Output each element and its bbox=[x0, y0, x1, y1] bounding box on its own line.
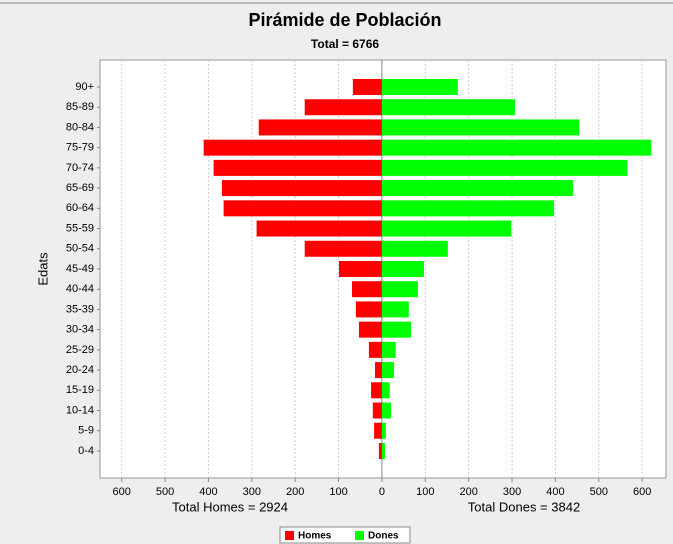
bar bbox=[381, 139, 652, 156]
bar bbox=[381, 281, 418, 298]
x-axis-label: Total Dones = 3842 bbox=[468, 499, 580, 514]
bar bbox=[374, 362, 382, 379]
x-tick-label: 200 bbox=[286, 486, 304, 498]
x-tick-label: 600 bbox=[633, 486, 651, 498]
bar bbox=[378, 442, 382, 459]
bar bbox=[381, 119, 580, 136]
y-tick-label: 55-59 bbox=[66, 222, 94, 234]
bar bbox=[381, 200, 555, 217]
bar bbox=[223, 200, 382, 217]
bar bbox=[304, 99, 382, 116]
bar bbox=[381, 362, 395, 379]
bar bbox=[368, 341, 382, 358]
bar bbox=[374, 422, 382, 439]
y-tick-label: 60-64 bbox=[66, 202, 94, 214]
bar bbox=[381, 159, 628, 176]
bar bbox=[381, 240, 448, 257]
bar bbox=[352, 79, 382, 95]
y-tick-label: 75-79 bbox=[66, 142, 94, 154]
bar bbox=[381, 341, 396, 358]
bar bbox=[258, 119, 382, 136]
bar bbox=[358, 321, 382, 338]
y-tick-label: 30-34 bbox=[66, 324, 94, 336]
chart-subtitle: Total = 6766 bbox=[311, 37, 379, 51]
bar bbox=[221, 180, 382, 197]
bar bbox=[381, 260, 424, 277]
legend-box bbox=[279, 526, 411, 544]
legend-label: Homes bbox=[298, 531, 332, 542]
y-tick-label: 70-74 bbox=[66, 162, 94, 174]
bar bbox=[371, 382, 382, 399]
x-tick-label: 300 bbox=[503, 486, 521, 498]
bar bbox=[381, 402, 392, 419]
y-tick-label: 15-19 bbox=[66, 384, 94, 396]
y-tick-label: 85-89 bbox=[66, 101, 94, 113]
y-tick-label: 5-9 bbox=[78, 425, 94, 437]
bar bbox=[381, 301, 409, 318]
y-tick-label: 90+ bbox=[75, 81, 94, 93]
y-tick-label: 25-29 bbox=[66, 344, 94, 356]
bar bbox=[351, 281, 382, 298]
bar bbox=[381, 422, 386, 439]
x-axis-label: Total Homes = 2924 bbox=[172, 499, 288, 514]
y-tick-label: 80-84 bbox=[66, 121, 94, 133]
bar bbox=[304, 240, 382, 257]
x-tick-label: 400 bbox=[546, 486, 564, 498]
y-tick-label: 0-4 bbox=[78, 445, 94, 457]
chart-title: Pirámide de Población bbox=[248, 10, 441, 30]
legend-swatch bbox=[355, 531, 364, 540]
y-tick-label: 45-49 bbox=[66, 263, 94, 275]
bar bbox=[256, 220, 382, 237]
legend-label: Dones bbox=[368, 531, 399, 542]
bar bbox=[381, 99, 516, 116]
bar bbox=[381, 382, 390, 399]
x-tick-label: 400 bbox=[199, 486, 217, 498]
bar bbox=[381, 79, 458, 95]
y-tick-label: 65-69 bbox=[66, 182, 94, 194]
bar bbox=[381, 321, 411, 338]
bar bbox=[381, 180, 574, 197]
x-tick-label: 500 bbox=[156, 486, 174, 498]
bar bbox=[381, 220, 512, 237]
x-tick-label: 500 bbox=[590, 486, 608, 498]
x-tick-label: 100 bbox=[329, 486, 347, 498]
bar bbox=[338, 260, 382, 277]
x-tick-label: 100 bbox=[416, 486, 434, 498]
x-tick-label: 200 bbox=[459, 486, 477, 498]
bar bbox=[213, 159, 382, 176]
x-tick-label: 300 bbox=[243, 486, 261, 498]
legend-swatch bbox=[285, 531, 294, 540]
y-tick-label: 50-54 bbox=[66, 243, 94, 255]
y-tick-label: 20-24 bbox=[66, 364, 94, 376]
y-axis-label: Edats bbox=[35, 252, 50, 286]
x-tick-label: 0 bbox=[379, 486, 385, 498]
bar bbox=[372, 402, 382, 419]
y-tick-label: 10-14 bbox=[66, 404, 94, 416]
y-tick-label: 35-39 bbox=[66, 303, 94, 315]
bar bbox=[203, 139, 382, 156]
x-tick-label: 600 bbox=[113, 486, 131, 498]
y-tick-label: 40-44 bbox=[66, 283, 94, 295]
bar bbox=[355, 301, 382, 318]
bar bbox=[381, 442, 385, 459]
